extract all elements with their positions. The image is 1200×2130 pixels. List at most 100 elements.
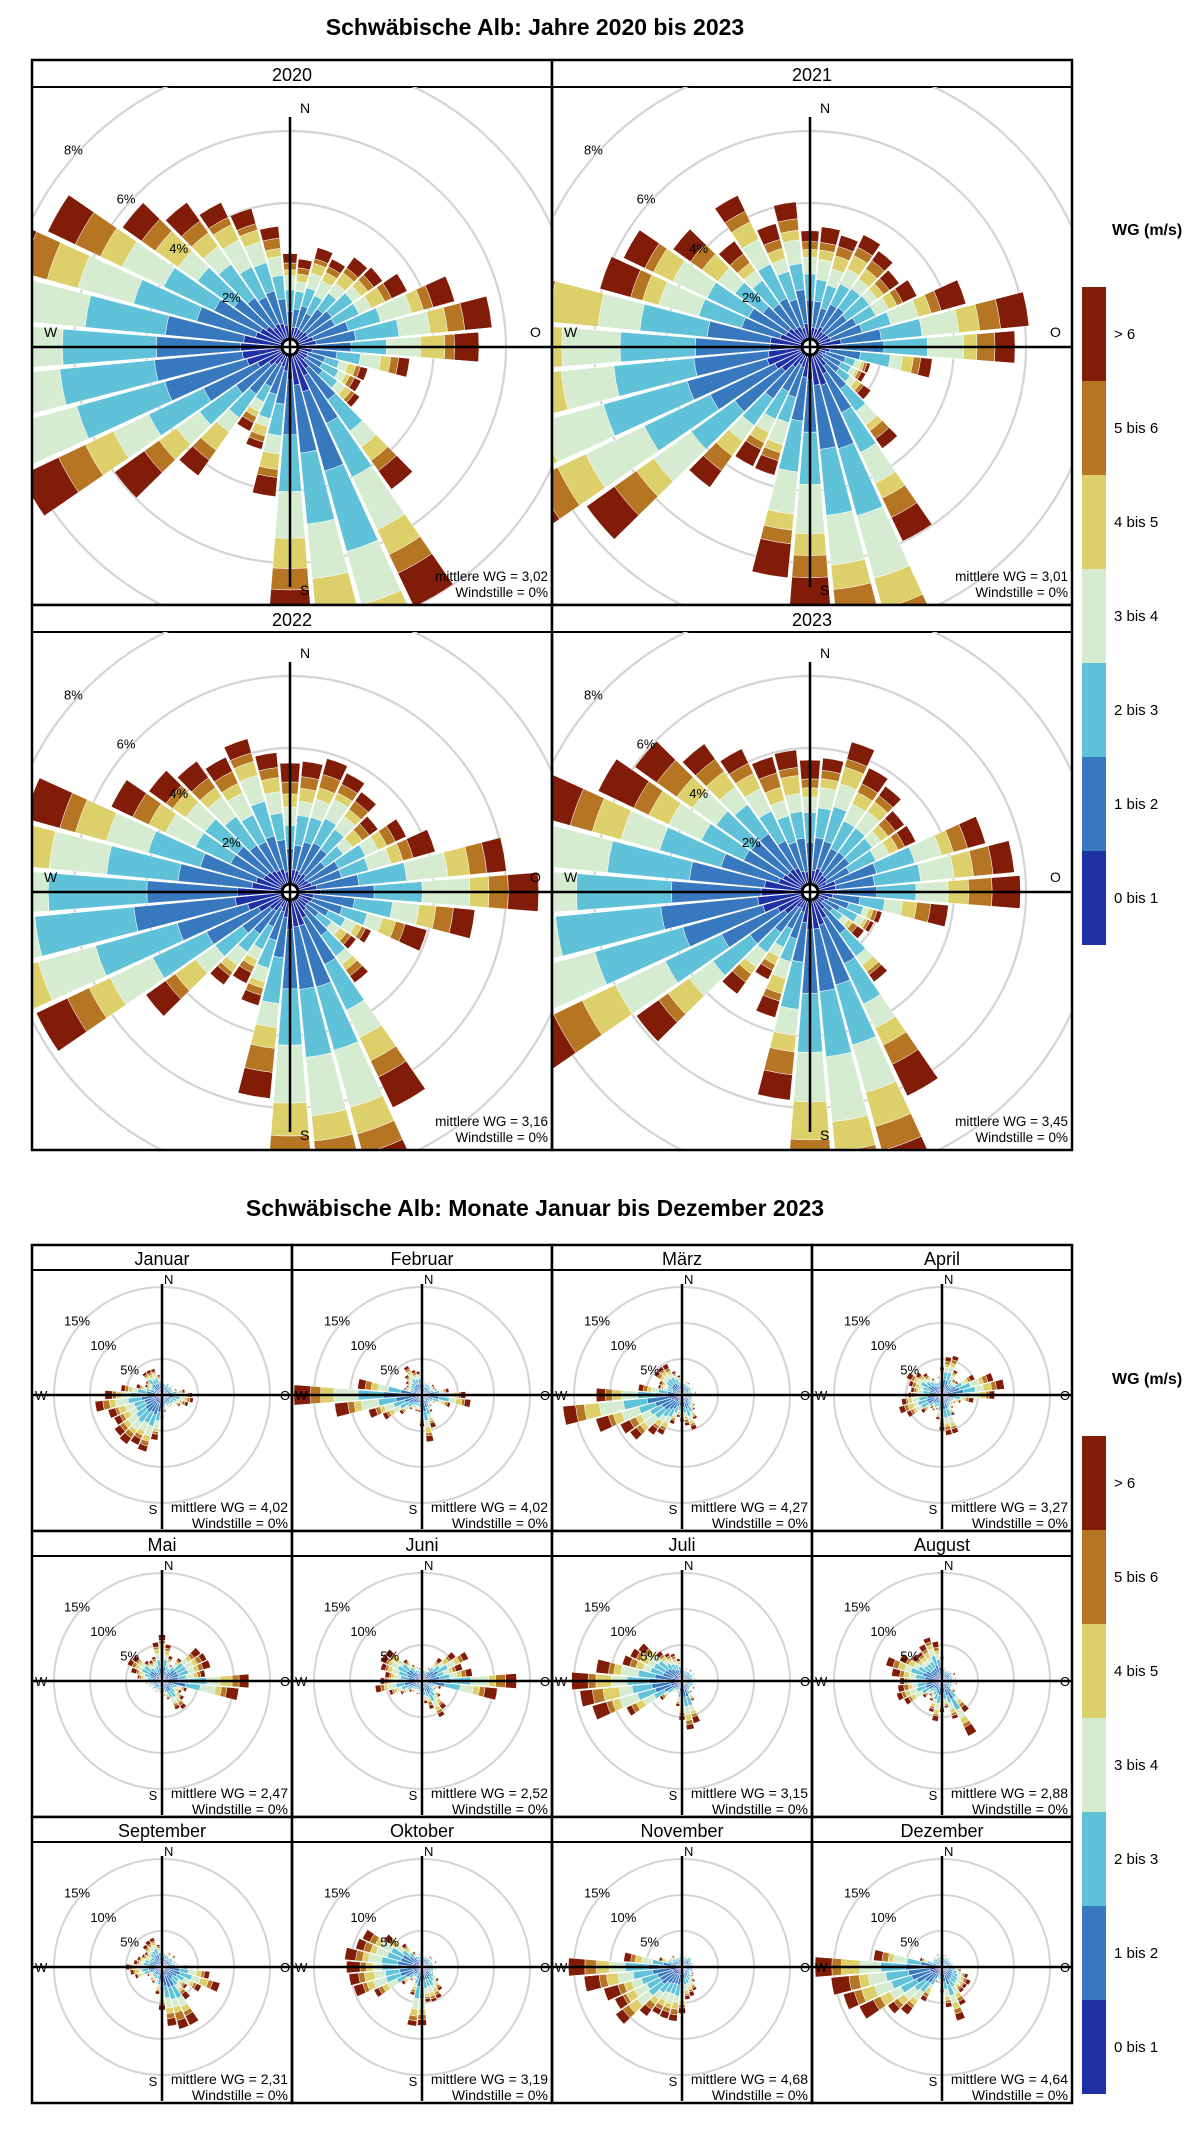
petal-segment [32,457,79,517]
petal-segment [958,1399,962,1404]
compass-s: S [669,1788,678,1803]
petal-segment [183,1401,189,1407]
petal-segment [906,1372,915,1381]
petal-segment [688,455,723,488]
petal-segment [927,903,949,928]
petal-segment [162,1381,166,1383]
petal-segment [297,800,314,818]
petal-segment [267,1155,313,1186]
petal-segment [94,1400,105,1413]
petal-segment [418,1667,422,1670]
petal-segment [262,433,282,455]
petal-segment [387,1386,402,1394]
compass-n: N [684,1844,693,1859]
petal-segment [388,1689,394,1696]
petal-segment [767,468,799,515]
petal-segment [629,1648,641,1660]
compass-w: W [295,1674,308,1689]
petal-segment [687,1382,691,1385]
petal-segment [411,1951,416,1955]
legend-label: 5 bis 6 [1114,420,1158,437]
petal-segment [721,970,747,995]
petal-segment [692,1963,695,1967]
petal-segment [126,1658,135,1667]
mean-wind-speed: mittlere WG = 2,47 [171,1785,288,1801]
ring-label: 10% [610,1338,636,1353]
petal-segment [906,1957,922,1966]
petal-segment [692,1403,696,1407]
petal-segment [459,1684,474,1695]
compass-n: N [164,1272,173,1287]
petal-segment [448,907,476,939]
petal-segment [830,1975,852,1996]
petal-segment [177,1402,182,1408]
petal-segment [434,1967,437,1971]
petal-segment [232,965,252,984]
petal-segment [562,1404,579,1426]
petal-segment [406,829,436,859]
petal-segment [691,1387,694,1391]
petal-segment [952,1683,955,1687]
petal-segment [837,234,859,253]
petal-segment [591,1701,611,1721]
petal-segment [205,756,233,783]
petal-segment [933,279,967,311]
petal-segment [944,1356,952,1363]
petal-segment [353,1983,367,1997]
petal-segment [397,553,454,605]
calm-share: Windstille = 0% [452,1801,548,1817]
petal-segment [130,1667,138,1675]
chart-title-years: Schwäbische Alb: Jahre 2020 bis 2023 [325,14,745,40]
panel-header [31,1530,293,1557]
compass-s: S [300,582,309,598]
petal-segment [199,1669,206,1678]
petal-segment [938,1954,942,1956]
petal-segment [432,1400,436,1404]
petal-segment [676,1691,680,1694]
petal-segment [922,1636,932,1645]
petal-segment [150,1977,154,1981]
petal-segment [967,1373,976,1382]
ring-label: 5% [380,1362,399,1377]
petal-segment [851,925,865,939]
compass-w: W [35,1388,48,1403]
calm-share: Windstille = 0% [972,1515,1068,1531]
petal-segment [789,1138,831,1150]
petal-segment [137,1443,149,1453]
petal-segment [685,1667,688,1671]
petal-segment [429,1408,434,1413]
compass-n: N [820,645,830,661]
calm-share: Windstille = 0% [192,1515,288,1531]
petal-segment [437,1685,442,1690]
petal-segment [684,1421,691,1427]
petal-segment [229,207,257,231]
petal-segment [145,1369,152,1375]
petal-segment [358,927,372,944]
petal-segment [385,818,407,843]
petal-segment [254,752,279,772]
petal-segment [885,1656,896,1668]
petal-segment [224,1686,240,1701]
petal-segment [424,1954,428,1957]
petal-segment [916,1651,924,1659]
petal-segment [144,1951,149,1956]
ring-label: 6% [637,737,656,752]
petal-segment [864,920,875,933]
petal-segment [857,234,881,257]
ring-label: 8% [584,688,603,703]
petal-segment [401,1942,408,1949]
petal-segment [406,2019,418,2027]
ring-label: 10% [350,1624,376,1639]
petal-segment [653,1370,661,1378]
petal-segment [417,1409,421,1413]
petal-segment [459,1651,469,1662]
ring-label: 15% [64,1599,90,1614]
petal-segment [240,989,262,1006]
compass-o: O [800,1388,810,1403]
ring-label: 5% [380,1934,399,1949]
petal-segment [936,1953,940,1957]
petal-segment [955,1682,958,1686]
